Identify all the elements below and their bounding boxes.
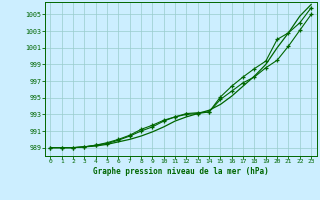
X-axis label: Graphe pression niveau de la mer (hPa): Graphe pression niveau de la mer (hPa) <box>93 167 269 176</box>
